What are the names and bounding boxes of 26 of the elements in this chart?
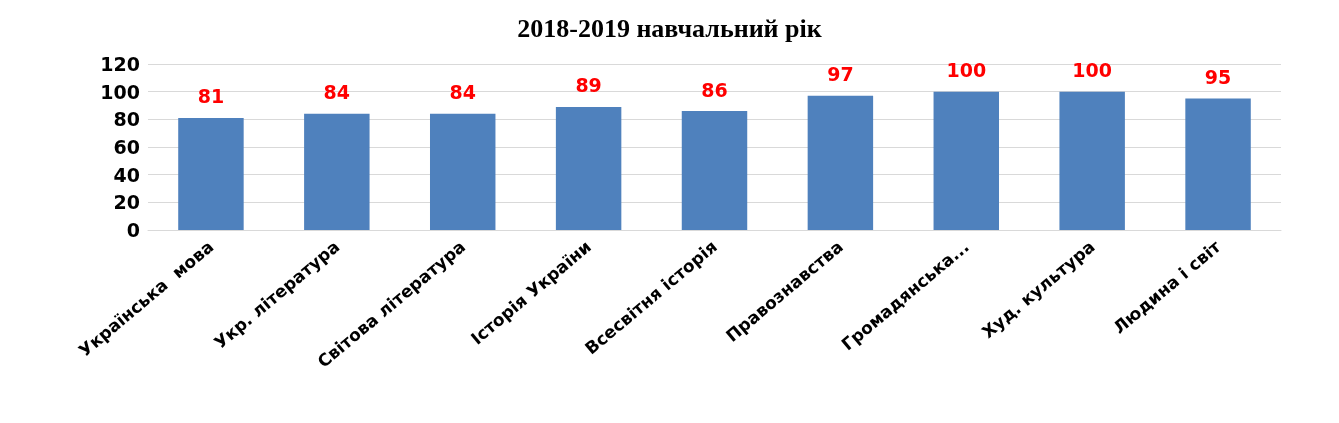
y-tick-label: 60 xyxy=(113,136,140,158)
data-label: 100 xyxy=(946,59,987,82)
y-tick-label: 120 xyxy=(100,53,140,75)
data-label: 97 xyxy=(827,63,854,86)
bar xyxy=(555,106,622,230)
bar xyxy=(429,113,496,230)
y-tick-label: 100 xyxy=(100,80,140,103)
bar xyxy=(1059,91,1125,230)
bar xyxy=(807,95,874,230)
data-label: 84 xyxy=(449,81,476,104)
data-label: 84 xyxy=(323,81,351,104)
bar xyxy=(933,91,1000,230)
y-tick-label: 0 xyxy=(126,219,140,241)
data-label: 95 xyxy=(1204,66,1232,89)
y-tick-label: 40 xyxy=(113,163,140,186)
y-tick-label: 80 xyxy=(113,108,140,131)
bar xyxy=(1185,98,1251,230)
chart-title: 2018-2019 навчальний рік xyxy=(517,13,822,43)
data-label: 81 xyxy=(197,85,225,108)
data-label: 89 xyxy=(575,74,602,97)
bar xyxy=(681,111,748,230)
bar xyxy=(304,113,370,230)
bar xyxy=(178,117,244,230)
data-label: 100 xyxy=(1072,59,1112,82)
y-tick-label: 20 xyxy=(113,191,140,214)
data-label: 86 xyxy=(701,78,728,101)
